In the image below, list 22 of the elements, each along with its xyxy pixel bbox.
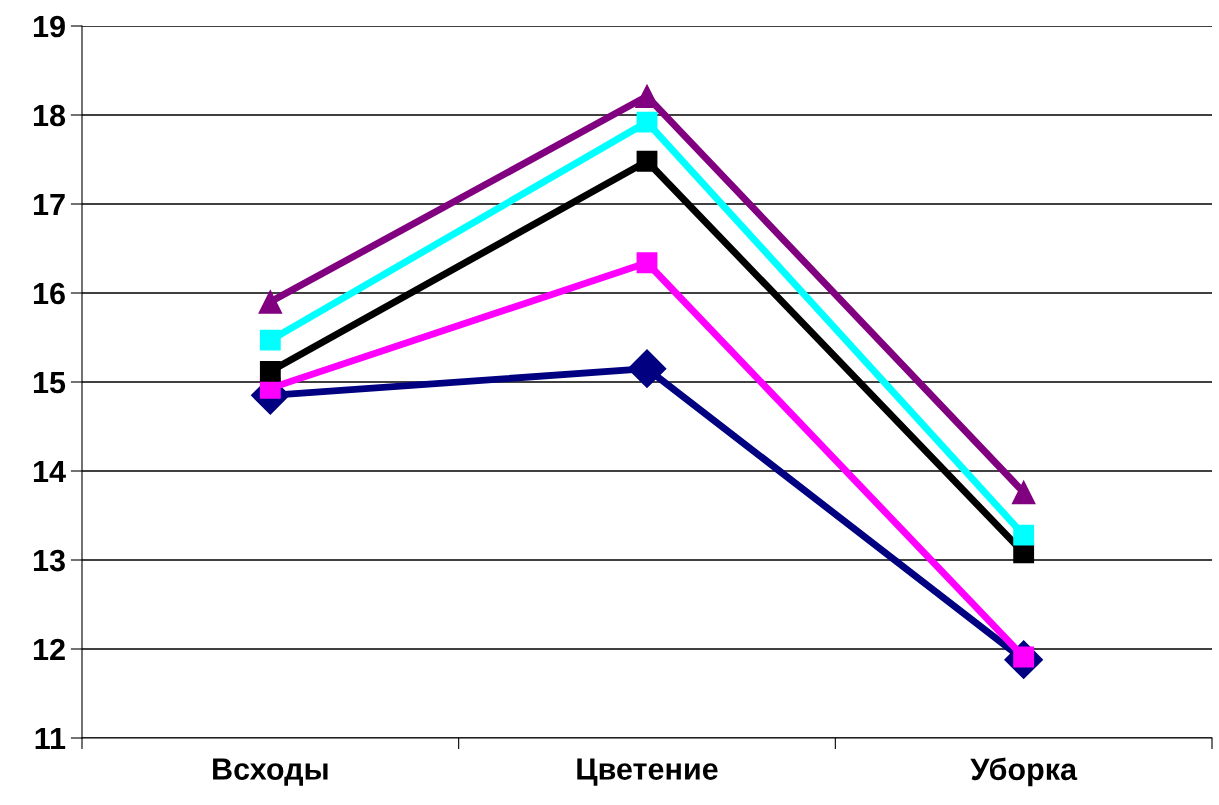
y-tick-label: 12 xyxy=(33,638,65,661)
point xyxy=(258,290,283,314)
point xyxy=(259,360,281,382)
y-tick-label: 16 xyxy=(33,282,65,305)
y-tick-label: 15 xyxy=(33,372,66,394)
y-tick-label: 18 xyxy=(33,104,66,127)
point xyxy=(259,329,281,351)
x-tick-label: Цветение xyxy=(577,758,718,786)
y-tick-label: 13 xyxy=(33,549,65,572)
point xyxy=(636,150,658,172)
point xyxy=(636,252,658,274)
point xyxy=(1013,524,1035,546)
point xyxy=(627,349,667,389)
y-tick-label: 19 xyxy=(33,15,65,38)
y-tick-label: 11 xyxy=(35,728,66,750)
point xyxy=(636,111,658,133)
y-tick-label: 14 xyxy=(33,461,66,483)
point xyxy=(1011,480,1036,505)
x-tick-label: Всходы xyxy=(213,758,328,786)
y-tick-label: 17 xyxy=(33,194,65,216)
point xyxy=(635,84,659,109)
x-tick-label: Уборка xyxy=(970,757,1078,787)
